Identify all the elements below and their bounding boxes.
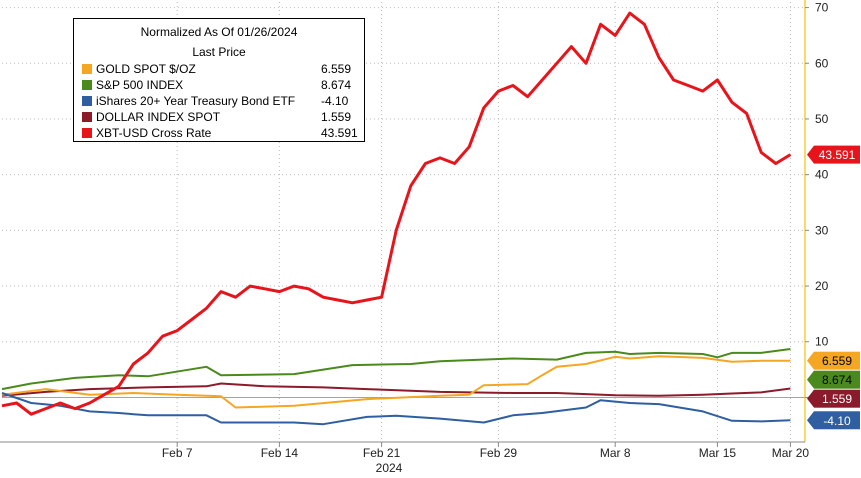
x-axis-label: 2024 bbox=[376, 461, 403, 475]
badge-box bbox=[814, 145, 860, 164]
badge-value: -4.10 bbox=[823, 414, 851, 428]
legend-series-name: iShares 20+ Year Treasury Bond ETF bbox=[96, 94, 296, 108]
y-tick-label: 30 bbox=[815, 223, 829, 237]
badge-pointer bbox=[807, 411, 814, 430]
legend-swatch bbox=[82, 64, 92, 74]
legend-entry: S&P 500 INDEX 8.674 bbox=[74, 77, 364, 93]
legend-series-value: 1.559 bbox=[321, 110, 352, 124]
end-value-badge: -4.10 bbox=[807, 411, 860, 430]
grid bbox=[2, 2, 805, 442]
badge-value: 43.591 bbox=[819, 148, 856, 162]
legend-series-value: 43.591 bbox=[321, 126, 358, 140]
legend-entry: GOLD SPOT $/OZ 6.559 bbox=[74, 61, 364, 77]
badge-value: 8.674 bbox=[822, 373, 852, 387]
legend-swatch bbox=[82, 80, 92, 90]
badge-pointer bbox=[807, 351, 814, 370]
legend-swatch bbox=[82, 128, 92, 138]
series-line bbox=[1, 355, 791, 409]
legend-entries: GOLD SPOT $/OZ 6.559 S&P 500 INDEX 8.674 iSh… bbox=[74, 61, 364, 141]
end-value-badge: 43.591 bbox=[807, 145, 860, 164]
y-tick-label: 50 bbox=[815, 112, 829, 126]
legend: Normalized As Of 01/26/2024 Last Price G… bbox=[73, 18, 365, 142]
y-axis-ticks: 010203040506070 bbox=[805, 1, 829, 404]
badge-box bbox=[814, 411, 860, 430]
x-tick-label: Mar 15 bbox=[699, 446, 737, 460]
y-tick-label: 40 bbox=[815, 168, 829, 182]
end-value-labels: 6.559 8.674 -4.10 1.559 43.591 bbox=[807, 145, 860, 430]
legend-title: Normalized As Of 01/26/2024 bbox=[140, 25, 298, 39]
legend-header: Last Price bbox=[192, 45, 246, 59]
badge-value: 6.559 bbox=[822, 354, 852, 368]
x-axis-ticks: Feb 7 Feb 14 Feb 21 Feb 29 Mar 8 Mar 15 Mar 20 bbox=[162, 442, 810, 460]
end-value-badge: 6.559 bbox=[807, 351, 860, 370]
legend-series-name: XBT-USD Cross Rate bbox=[96, 126, 212, 140]
series-line bbox=[1, 348, 791, 391]
badge-box bbox=[814, 370, 860, 389]
series-line bbox=[1, 11, 792, 416]
legend-series-value: -4.10 bbox=[321, 94, 349, 108]
legend-entry: XBT-USD Cross Rate 43.591 bbox=[74, 125, 364, 141]
y-tick-label: 70 bbox=[815, 1, 829, 15]
legend-series-value: 8.674 bbox=[321, 78, 352, 92]
series-line bbox=[1, 382, 791, 397]
badge-value: 1.559 bbox=[822, 392, 852, 406]
legend-swatch bbox=[82, 112, 92, 122]
x-tick-label: Feb 14 bbox=[261, 446, 299, 460]
x-tick-label: Mar 20 bbox=[772, 446, 810, 460]
end-value-badge: 8.674 bbox=[807, 370, 860, 389]
y-tick-label: 20 bbox=[815, 279, 829, 293]
legend-series-name: DOLLAR INDEX SPOT bbox=[96, 110, 221, 124]
badge-pointer bbox=[807, 370, 814, 389]
series-line bbox=[1, 392, 791, 426]
x-tick-label: Mar 8 bbox=[600, 446, 631, 460]
badge-pointer bbox=[807, 145, 814, 164]
badge-box bbox=[814, 389, 860, 408]
series-lines bbox=[1, 11, 792, 426]
legend-series-name: GOLD SPOT $/OZ bbox=[96, 62, 196, 76]
legend-entry: iShares 20+ Year Treasury Bond ETF -4.10 bbox=[74, 93, 364, 109]
x-tick-label: Feb 21 bbox=[363, 446, 401, 460]
legend-series-value: 6.559 bbox=[321, 62, 352, 76]
y-tick-label: 10 bbox=[815, 335, 829, 349]
badge-box bbox=[814, 351, 860, 370]
x-tick-label: Feb 29 bbox=[480, 446, 518, 460]
legend-series-name: S&P 500 INDEX bbox=[96, 78, 184, 92]
badge-pointer bbox=[807, 389, 814, 408]
end-value-badge: 1.559 bbox=[807, 389, 860, 408]
legend-swatch bbox=[82, 96, 92, 106]
y-tick-label: 60 bbox=[815, 56, 829, 70]
legend-entry: DOLLAR INDEX SPOT 1.559 bbox=[74, 109, 364, 125]
x-tick-label: Feb 7 bbox=[162, 446, 193, 460]
